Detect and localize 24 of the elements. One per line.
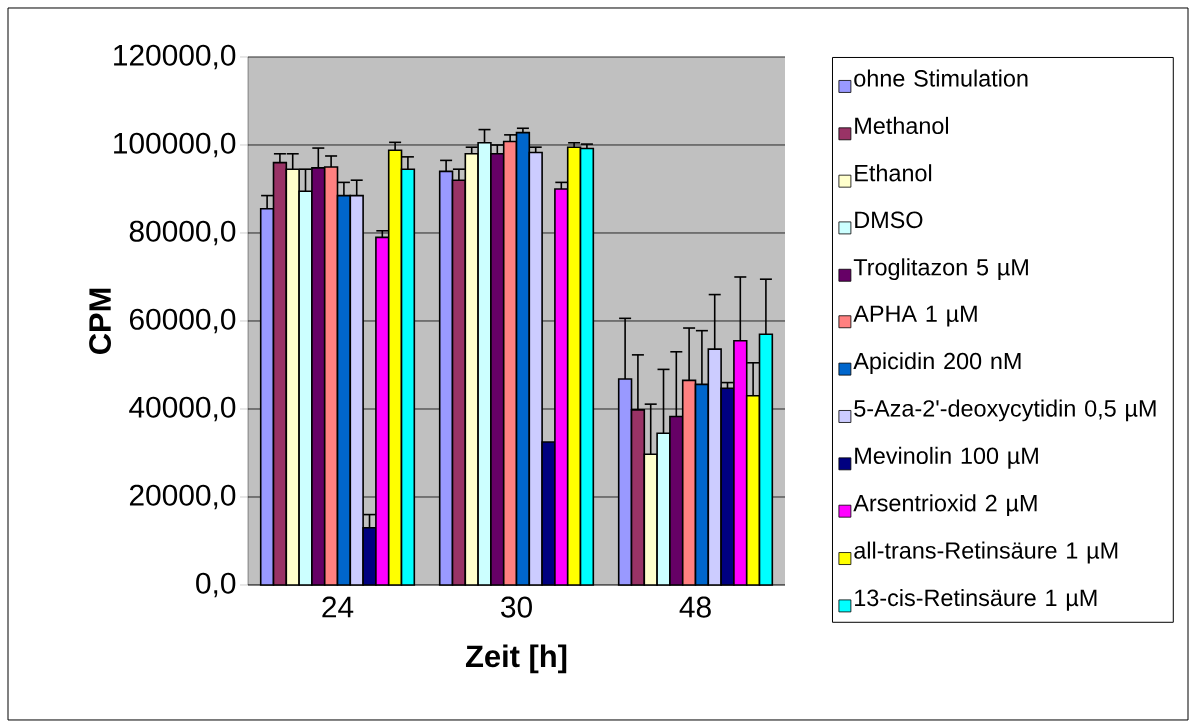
y-tick-label: 120000,0 bbox=[114, 44, 236, 70]
x-tick-label: 30 bbox=[501, 596, 532, 618]
legend-label: Methanol bbox=[855, 116, 949, 135]
legend-label: Mevinolin 100 µM bbox=[855, 446, 1038, 469]
y-axis-title: CPM bbox=[89, 288, 111, 355]
x-tick-label: 24 bbox=[322, 596, 354, 618]
legend-label: Arsentrioxid 2 µM bbox=[853, 494, 1037, 517]
legend-label: APHA 1 µM bbox=[853, 305, 977, 327]
y-tick-label: 40000,0 bbox=[129, 396, 236, 422]
legend-label: all-trans-Retinsäure 1 µM bbox=[854, 541, 1118, 564]
y-tick-label: 100000,0 bbox=[114, 132, 236, 158]
legend-label: 13-cis-Retinsäure 1 µM bbox=[855, 588, 1097, 611]
legend-label: ohne Stimulation bbox=[854, 69, 1028, 87]
legend-label: DMSO bbox=[855, 211, 923, 229]
legend-label: Troglitazon 5 µM bbox=[853, 258, 1028, 281]
legend-label: Ethanol bbox=[855, 164, 932, 182]
x-axis-title: Zeit [h] bbox=[465, 644, 567, 674]
y-tick-label: 80000,0 bbox=[129, 220, 236, 246]
legend-label: Apicidin 200 nM bbox=[853, 352, 1021, 374]
y-tick-label: 0,0 bbox=[196, 572, 236, 598]
y-tick-label: 20000,0 bbox=[129, 484, 236, 510]
x-tick-label: 48 bbox=[679, 596, 711, 618]
legend-label: 5-Aza-2'-deoxycytidin 0,5 µM bbox=[854, 399, 1156, 422]
y-tick-label: 60000,0 bbox=[129, 308, 236, 334]
